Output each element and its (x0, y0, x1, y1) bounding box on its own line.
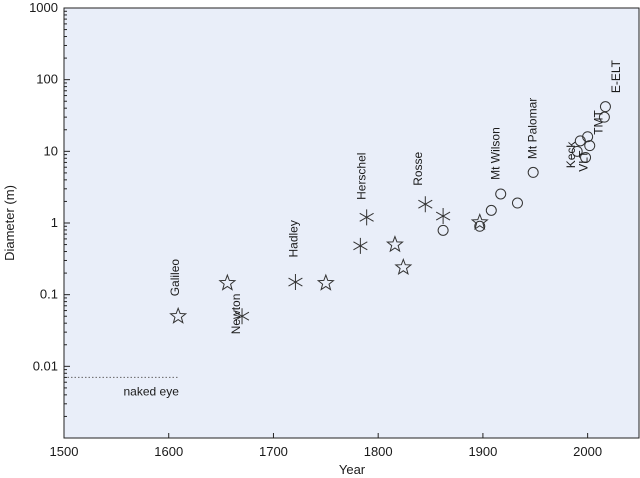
plot-area (63, 7, 640, 439)
telescope-circle-point (571, 145, 583, 157)
telescope-circle-point (582, 131, 594, 143)
y-tick-label: 1 (51, 215, 58, 230)
annotation-label: Mt Palomar (525, 98, 539, 159)
telescope-annotations: Galileo Newton Hadley Herschel Rosse Mt Wilso… (168, 59, 623, 334)
x-tick-label: 1900 (468, 444, 497, 459)
telescope-star-point (169, 306, 188, 324)
y-tick-label: 10 (44, 143, 58, 158)
data-points (169, 101, 611, 325)
annotation-label: Keck (564, 141, 578, 169)
telescope-circle-point (474, 220, 486, 232)
annotation-label: Herschel (355, 153, 369, 200)
annotation-label: Rosse (411, 151, 425, 185)
x-tick-label: 1600 (154, 444, 183, 459)
x-tick-label: 1700 (259, 444, 288, 459)
annotation-label: Newton (229, 294, 243, 335)
naked-eye-label: naked eye (124, 384, 180, 398)
telescope-circle-point (584, 140, 596, 152)
y-tick-label: 1000 (29, 0, 58, 15)
telescope-asterisk-point (418, 196, 433, 213)
y-axis-ticks: 0.01 0.1 1 10 100 1000 (29, 0, 70, 417)
telescope-star-point (218, 273, 237, 291)
telescope-asterisk-point (288, 274, 303, 291)
annotation-label: Hadley (287, 220, 301, 257)
telescope-star-point (394, 257, 413, 276)
x-tick-label: 1800 (364, 444, 393, 459)
y-axis-label: Diameter (m) (2, 185, 17, 261)
telescope-star-point (470, 212, 489, 231)
telescope-circle-point (599, 101, 611, 113)
annotation-label: TMT (591, 109, 605, 134)
x-tick-label: 1500 (50, 444, 79, 459)
telescope-asterisk-point (359, 209, 374, 226)
telescope-star-point (385, 235, 404, 253)
x-axis-ticks: 1500 1600 1700 1800 1900 2000 (50, 433, 602, 459)
telescope-circle-point (485, 204, 497, 216)
annotation-label: Mt Wilson (489, 127, 503, 180)
annotation-label: Galileo (168, 259, 182, 297)
annotation-label: VLT (577, 150, 591, 172)
telescope-asterisk-point (353, 237, 368, 254)
telescope-asterisk-point (234, 308, 250, 325)
annotation-label: E-ELT (609, 59, 623, 93)
x-tick-label: 2000 (573, 444, 602, 459)
y-tick-label: 0.01 (33, 358, 58, 373)
telescope-circle-point (580, 152, 592, 164)
y-tick-label: 100 (36, 72, 58, 87)
x-axis-label: Year (339, 462, 366, 477)
y-tick-label: 0.1 (40, 287, 58, 302)
telescope-circle-point (527, 166, 539, 178)
telescope-circle-point (598, 111, 610, 123)
telescope-circle-point (495, 188, 507, 200)
telescope-asterisk-point (435, 208, 451, 225)
telescope-circle-point (437, 224, 449, 236)
telescope-star-point (316, 273, 335, 291)
naked-eye-reference: naked eye (64, 376, 180, 398)
telescope-circle-point (511, 197, 523, 209)
